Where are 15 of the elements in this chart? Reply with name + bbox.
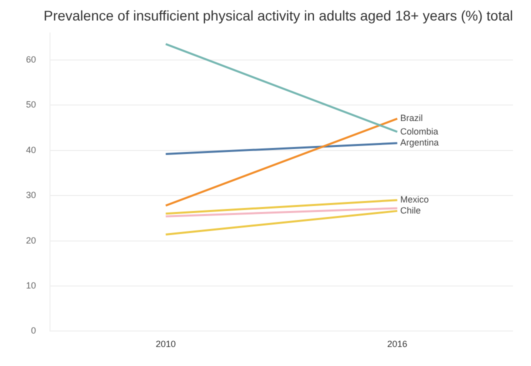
y-tick-label: 50: [26, 100, 36, 110]
series-label: Argentina: [400, 138, 439, 148]
series-label: Colombia: [400, 126, 438, 136]
y-tick-label: 60: [26, 54, 36, 64]
series-label: Mexico: [400, 194, 429, 205]
y-tick-label: 10: [26, 280, 36, 290]
x-tick-label: 2016: [387, 339, 408, 350]
y-tick-label: 0: [30, 326, 36, 336]
y-tick-label: 40: [26, 144, 36, 155]
y-tick-label: 20: [26, 235, 36, 246]
y-tick-label: 30: [26, 190, 36, 200]
chart-title: Prevalence of insufficient physical activity in adults aged 18+ years (%) total: [44, 7, 513, 24]
x-tick-label: 2010: [156, 339, 176, 350]
series-label: Chile: [400, 205, 421, 216]
series-label: Brazil: [400, 113, 423, 124]
